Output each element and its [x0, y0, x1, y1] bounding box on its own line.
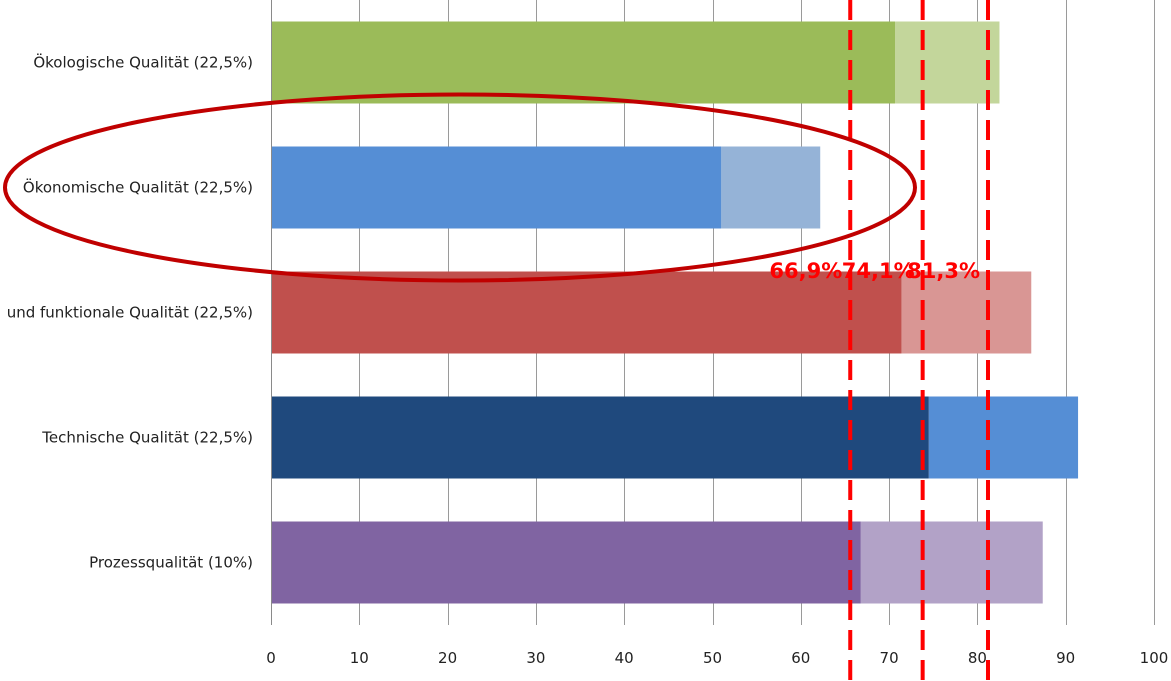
threshold-label: 74,1%	[842, 259, 915, 283]
bar-potential	[928, 396, 1079, 479]
x-tick-label: 60	[791, 649, 810, 667]
category-label: und funktionale Qualität (22,5%)	[7, 304, 253, 322]
threshold-label: 81,3%	[907, 259, 980, 283]
x-tick-label: 0	[266, 649, 276, 667]
x-tick-label: 20	[438, 649, 457, 667]
x-tick-label: 100	[1140, 649, 1169, 667]
bar-potential	[860, 521, 1043, 604]
x-tick-label: 80	[968, 649, 987, 667]
category-label: Prozessqualität (10%)	[89, 554, 253, 572]
bar-achieved	[271, 21, 896, 104]
bar-achieved	[271, 396, 929, 479]
category-label: Ökologische Qualität (22,5%)	[33, 53, 253, 72]
x-tick-label: 90	[1056, 649, 1075, 667]
threshold-label: 66,9%	[769, 259, 842, 283]
bar-potential	[895, 21, 1000, 104]
bar-potential	[721, 146, 821, 229]
category-label: Technische Qualität (22,5%)	[41, 429, 253, 447]
x-tick-label: 10	[350, 649, 369, 667]
bar-achieved	[271, 146, 722, 229]
highlight-ellipse	[3, 92, 917, 283]
x-tick-label: 40	[615, 649, 634, 667]
bar-achieved	[271, 521, 861, 604]
x-tick-label: 50	[703, 649, 722, 667]
x-tick-label: 70	[880, 649, 899, 667]
category-label: Ökonomische Qualität (22,5%)	[23, 178, 253, 197]
x-tick-label: 30	[526, 649, 545, 667]
bar-achieved	[271, 271, 902, 354]
